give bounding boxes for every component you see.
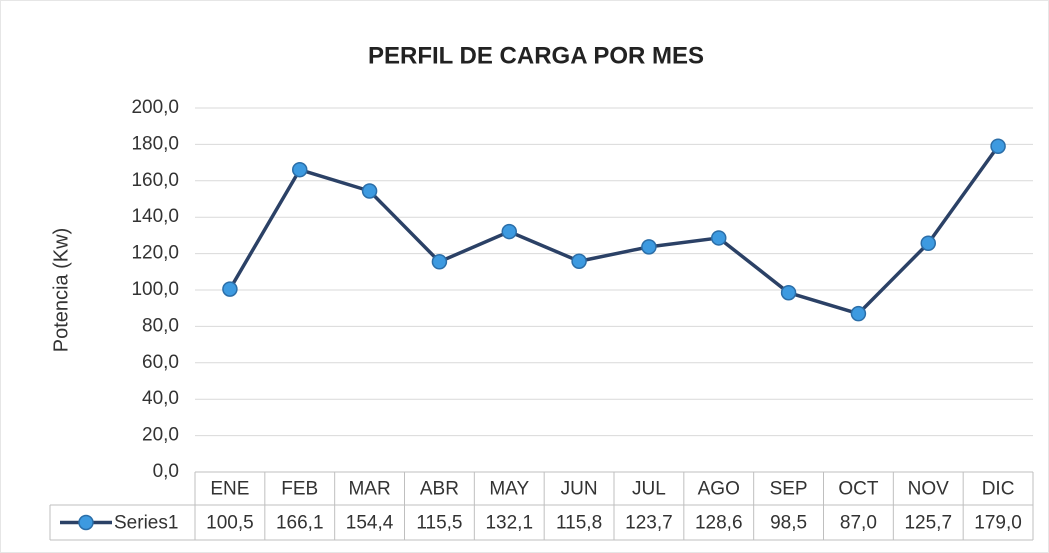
y-tick-label: 160,0 xyxy=(131,170,179,191)
table-value: 166,1 xyxy=(276,513,324,534)
y-tick-label: 80,0 xyxy=(142,315,179,336)
chart-title: PERFIL DE CARGA POR MES xyxy=(368,42,704,69)
y-tick-label: 60,0 xyxy=(142,352,179,373)
table-value: 128,6 xyxy=(695,513,743,534)
marker xyxy=(361,183,378,199)
marker xyxy=(641,239,657,255)
x-tick-label: ABR xyxy=(420,479,459,500)
y-tick-label: 40,0 xyxy=(142,388,179,409)
x-tick-label: SEP xyxy=(770,479,808,500)
marker xyxy=(571,253,587,269)
table-value: 125,7 xyxy=(904,513,952,534)
table-value: 123,7 xyxy=(625,513,673,534)
table-value: 179,0 xyxy=(974,513,1022,534)
marker xyxy=(501,223,517,240)
x-tick-label: ENE xyxy=(210,479,249,500)
y-tick-label: 0,0 xyxy=(153,461,179,482)
marker xyxy=(850,305,867,322)
marker xyxy=(292,161,308,178)
x-tick-label: JUN xyxy=(561,479,598,500)
x-tick-label: MAR xyxy=(348,479,390,500)
x-tick-label: NOV xyxy=(908,479,950,500)
table-value: 87,0 xyxy=(840,513,877,534)
marker xyxy=(431,254,448,270)
legend-marker xyxy=(78,514,94,531)
table-value: 132,1 xyxy=(485,513,533,534)
table-value: 100,5 xyxy=(206,513,254,534)
y-tick-label: 20,0 xyxy=(142,425,179,446)
marker xyxy=(711,230,727,246)
line xyxy=(228,145,1000,316)
table-value: 115,8 xyxy=(556,513,602,534)
y-axis-label: Potencia (Kw) xyxy=(50,228,72,353)
marker xyxy=(990,138,1006,154)
y-tick-label: 180,0 xyxy=(131,133,179,154)
table-value: 115,5 xyxy=(416,513,462,534)
legend-label: Series1 xyxy=(114,513,178,534)
x-tick-label: AGO xyxy=(698,479,740,500)
x-tick-label: FEB xyxy=(281,479,318,500)
x-tick-label: DIC xyxy=(982,479,1015,500)
marker xyxy=(780,284,797,301)
x-tick-label: MAY xyxy=(489,479,529,500)
x-tick-label: OCT xyxy=(838,479,879,500)
y-tick-label: 140,0 xyxy=(131,206,179,227)
marker xyxy=(222,281,238,297)
y-tick-label: 200,0 xyxy=(131,97,179,118)
x-tick-label: JUL xyxy=(632,479,666,500)
table-value: 154,4 xyxy=(346,513,394,534)
marker xyxy=(920,235,936,251)
y-tick-label: 100,0 xyxy=(131,279,179,300)
y-tick-label: 120,0 xyxy=(131,243,179,264)
table-value: 98,5 xyxy=(770,513,807,534)
